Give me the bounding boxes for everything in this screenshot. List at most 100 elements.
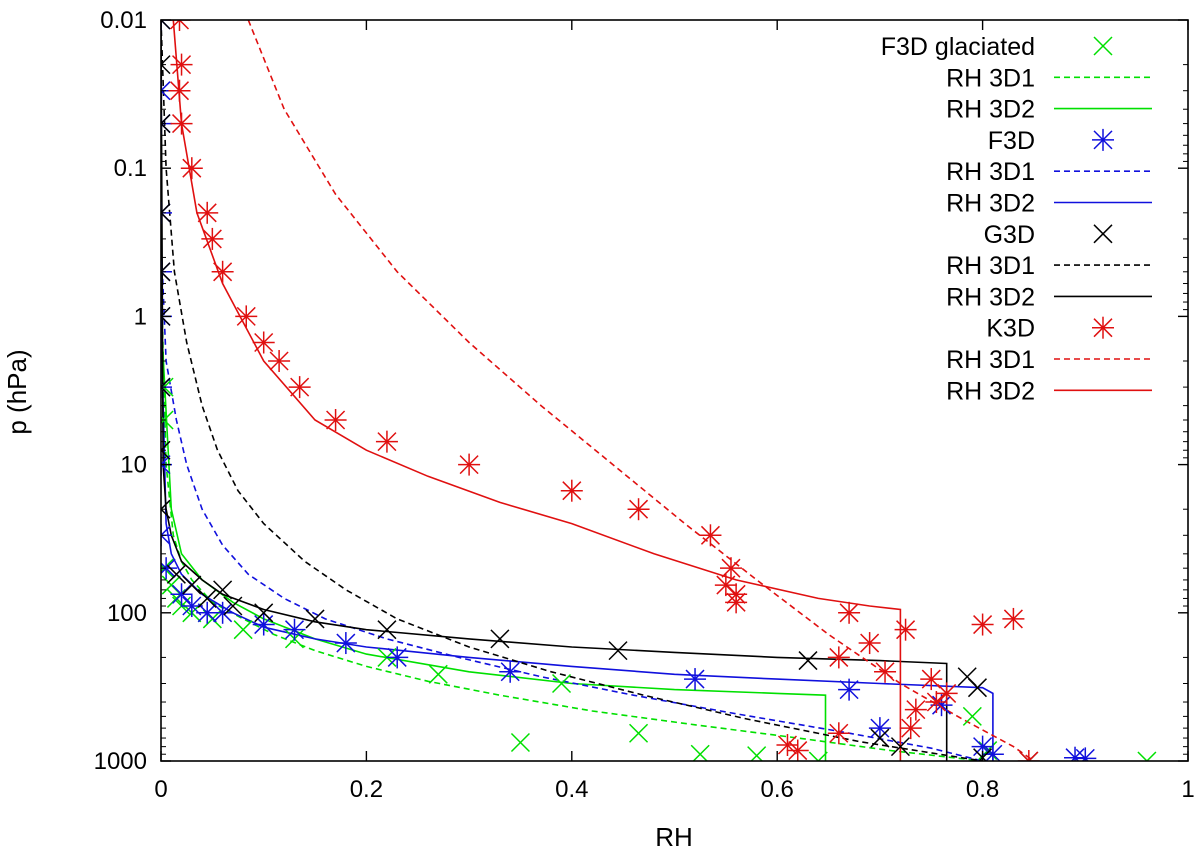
- data-point-g3d: [161, 114, 171, 134]
- data-point-g3d: [161, 262, 171, 282]
- legend-entry: RH 3D2: [946, 96, 1152, 124]
- data-point-k3d: [196, 201, 219, 224]
- data-point-g3d: [870, 728, 890, 748]
- legend-entry: K3D: [986, 315, 1114, 343]
- series-line-f3d-rh-3d2: [161, 316, 994, 761]
- data-point-k3d: [827, 646, 850, 669]
- data-point-k3d: [1002, 607, 1025, 630]
- legend-label: RH 3D2: [946, 283, 1035, 311]
- data-point-g3d: [798, 651, 818, 671]
- data-point-g3d: [161, 20, 171, 30]
- legend-label: RH 3D2: [946, 96, 1035, 124]
- data-point-k3d: [894, 618, 917, 641]
- legend-marker-sample: [1093, 36, 1113, 56]
- series-line-k3d-rh-3d1: [247, 20, 1035, 761]
- y-tick-label: 10: [120, 452, 147, 479]
- data-point-f3d-glaciated: [551, 673, 572, 694]
- data-point-g3d: [377, 620, 397, 640]
- data-point-f3d-glaciated: [962, 706, 982, 726]
- data-point-k3d: [168, 20, 191, 31]
- data-point-f3d: [684, 668, 707, 691]
- data-point-f3d: [386, 646, 409, 669]
- data-point-g3d: [490, 629, 510, 649]
- data-point-g3d: [213, 580, 233, 600]
- data-point-f3d: [170, 583, 193, 606]
- data-point-k3d: [211, 260, 234, 283]
- data-point-g3d: [305, 609, 325, 629]
- data-point-k3d: [786, 739, 809, 761]
- data-point-f3d-glaciated: [1137, 751, 1157, 761]
- series-line-k3d-rh-3d2: [172, 20, 902, 761]
- legend-entry: F3D: [988, 127, 1114, 155]
- legend-entry: F3D glaciated: [881, 33, 1113, 61]
- axis-ticks-layer: 0 0.2 0.4 0.6 0.8 1 0.01 0.1 1 10 100 1000: [94, 7, 1195, 803]
- data-point-g3d: [161, 440, 171, 460]
- data-point-f3d: [161, 557, 178, 580]
- legend-entry: RH 3D1: [946, 346, 1152, 374]
- y-tick-label: 0.1: [114, 155, 147, 182]
- data-point-k3d: [1017, 750, 1040, 761]
- legend-label: RH 3D1: [946, 252, 1035, 280]
- data-point-f3d: [838, 678, 861, 701]
- data-point-g3d: [197, 588, 217, 608]
- data-point-k3d: [458, 453, 481, 476]
- data-point-g3d: [166, 564, 186, 584]
- y-tick-label: 1000: [94, 748, 147, 775]
- legend-entry: G3D: [984, 221, 1113, 249]
- data-point-g3d: [182, 575, 202, 595]
- data-point-g3d: [161, 203, 171, 223]
- data-point-k3d: [838, 601, 861, 624]
- data-point-f3d-glaciated: [808, 751, 828, 761]
- data-point-k3d: [858, 632, 881, 655]
- legend-label: F3D: [988, 127, 1035, 155]
- data-point-f3d-glaciated: [428, 664, 448, 684]
- data-point-f3d: [868, 717, 891, 740]
- data-point-g3d: [161, 377, 171, 397]
- data-point-f3d: [161, 79, 172, 102]
- data-point-k3d: [899, 717, 922, 740]
- series-line-f3d-rh-3d1: [161, 238, 983, 761]
- y-tick-label: 0.01: [100, 7, 147, 34]
- legend-entry: RH 3D1: [946, 252, 1152, 280]
- data-point-f3d: [334, 632, 357, 655]
- x-tick-label: 1: [1181, 776, 1194, 803]
- data-point-g3d: [967, 678, 987, 698]
- data-point-f3d: [1074, 747, 1097, 761]
- x-tick-label: 0: [154, 776, 167, 803]
- legend-label: G3D: [984, 221, 1035, 249]
- data-point-k3d: [725, 591, 748, 614]
- data-point-f3d: [252, 613, 275, 636]
- legend-entry: RH 3D1: [946, 64, 1152, 92]
- data-point-f3d: [161, 524, 172, 547]
- legend-marker-sample: [1092, 316, 1114, 339]
- legend-label: RH 3D1: [946, 158, 1035, 186]
- data-point-k3d: [268, 350, 291, 373]
- y-tick-label: 1: [134, 303, 147, 330]
- data-point-k3d: [252, 331, 275, 354]
- data-point-k3d: [170, 53, 193, 76]
- legend-label: F3D glaciated: [881, 33, 1035, 61]
- legend-label: RH 3D1: [946, 346, 1035, 374]
- legend-label: RH 3D2: [946, 190, 1035, 218]
- legend-entry: RH 3D2: [946, 283, 1152, 311]
- data-point-k3d: [699, 524, 722, 547]
- legend-marker-sample: [1092, 128, 1114, 151]
- legend-entry: RH 3D2: [946, 377, 1152, 405]
- data-point-k3d: [904, 698, 927, 721]
- legend-marker-sample: [1093, 224, 1113, 244]
- data-point-k3d: [925, 691, 948, 714]
- data-point-g3d: [161, 499, 171, 519]
- x-tick-label: 0.2: [350, 776, 383, 803]
- plot-frame: [160, 19, 1189, 762]
- data-point-g3d: [890, 737, 910, 757]
- data-point-k3d: [874, 660, 897, 683]
- data-point-f3d: [283, 618, 306, 641]
- series-line-f3d-glaciated-rh-3d1: [161, 271, 983, 761]
- data-point-k3d: [560, 479, 583, 502]
- data-point-g3d: [161, 55, 171, 75]
- data-point-g3d: [161, 306, 171, 326]
- x-tick-label: 0.4: [555, 776, 588, 803]
- series-line-g3d-rh-3d2: [161, 20, 948, 761]
- data-point-k3d: [235, 305, 258, 328]
